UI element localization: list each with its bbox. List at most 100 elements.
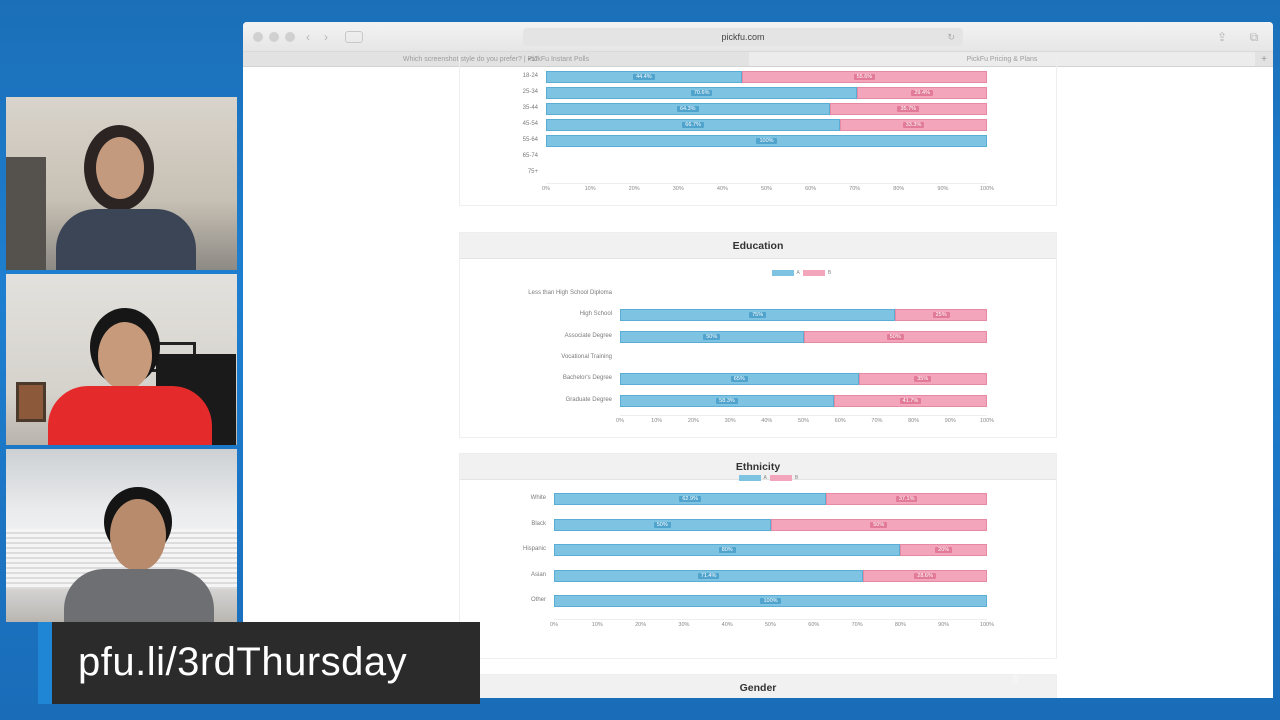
age-bar-a-value: 100%	[756, 138, 777, 144]
ethnicity-bar-a: 62.9%	[554, 493, 827, 505]
age-row-label: <17	[527, 57, 538, 63]
education-bar-b: 35%	[858, 373, 987, 386]
age-tick-label: 30%	[672, 186, 684, 192]
legend-swatch-b	[802, 270, 825, 276]
education-row-label: High School	[579, 311, 612, 318]
education-tick-label: 70%	[871, 418, 883, 424]
shirt	[56, 209, 196, 270]
participant-video-2	[6, 274, 237, 445]
back-icon[interactable]: ‹	[306, 30, 310, 44]
ethnicity-tick-label: 20%	[635, 622, 647, 628]
education-bar-b-value: 41.7%	[899, 397, 922, 404]
ethnicity-tick-label: 70%	[851, 622, 863, 628]
education-bar-a: 58.3%	[620, 394, 834, 407]
tab-instant-polls[interactable]: Which screenshot style do you prefer? | …	[402, 56, 590, 63]
ethnicity-row-label: Black	[531, 520, 546, 527]
education-row-label: Associate Degree	[564, 332, 612, 339]
age-tick-label: 80%	[893, 186, 905, 192]
bookshelf	[6, 157, 46, 270]
age-tick-label: 90%	[937, 186, 949, 192]
ethnicity-bar-b: 20%	[900, 544, 987, 556]
age-bar-a-value: 66.7%	[682, 122, 704, 128]
ethnicity-tick-label: 40%	[721, 622, 733, 628]
legend-swatch-a	[738, 475, 761, 481]
age-tick-label: 0%	[542, 186, 550, 192]
age-bar-b: 33.3%	[840, 119, 987, 131]
page-content: <17 18-24 44.4% 55.6% 25-34 70.6% 29.4% 35-44 64…	[243, 56, 1273, 698]
ethnicity-bar-a-value: 62.9%	[679, 496, 701, 502]
age-row-label: 55-64	[522, 137, 538, 143]
participant-video-3	[6, 449, 237, 622]
education-bar-a: 65%	[620, 373, 859, 386]
ethnicity-tick-label: 10%	[591, 622, 603, 628]
age-tick-label: 40%	[716, 186, 728, 192]
address-bar[interactable]: pickfu.com ↻	[523, 28, 963, 46]
age-bar-a: 66.7%	[546, 119, 841, 131]
age-bar-a-value: 64.3%	[676, 106, 699, 112]
minimize-window-button[interactable]	[269, 32, 279, 42]
age-bar-a: 100%	[546, 135, 987, 147]
browser-window: ‹ › pickfu.com ↻ ⇪ ⧉ Which screenshot st…	[243, 22, 1273, 698]
ethnicity-bar-b: 37.1%	[826, 493, 987, 505]
ethnicity-tick-label: 0%	[550, 622, 558, 628]
education-bar-b: 50%	[803, 330, 987, 343]
education-bar-b-value: 50%	[886, 333, 904, 340]
zoom-window-button[interactable]	[285, 32, 295, 42]
age-bar-a-value: 44.4%	[633, 74, 655, 80]
education-bar-a-value: 65%	[730, 376, 748, 383]
age-bar-b: 29.4%	[857, 87, 987, 99]
legend-swatch-a	[771, 270, 794, 276]
watermark: pickfu	[1010, 640, 1128, 684]
ethnicity-row-label: Hispanic	[522, 546, 546, 552]
age-bar-b-value: 33.3%	[902, 122, 925, 128]
ethnicity-bar-a-value: 80%	[718, 547, 736, 553]
share-icon[interactable]: ⇪	[1216, 30, 1228, 44]
education-bar-b: 41.7%	[833, 394, 987, 407]
age-tick-label: 20%	[628, 186, 640, 192]
education-tick-label: 100%	[979, 418, 995, 424]
ethnicity-bar-a: 71.4%	[554, 569, 864, 582]
age-bar-a: 44.4%	[546, 71, 742, 83]
education-tick-label: 50%	[797, 418, 810, 424]
age-bar-b: 55.6%	[741, 71, 987, 83]
tabs-overview-icon[interactable]: ⧉	[1249, 30, 1259, 44]
age-axis-line	[546, 183, 987, 184]
age-row-label: 18-24	[522, 73, 538, 79]
legend-label-b: B	[794, 475, 799, 481]
ethnicity-tick-label: 50%	[764, 622, 777, 628]
ethnicity-bar-b: 28.6%	[863, 569, 987, 582]
age-bar-a: 64.3%	[546, 103, 830, 115]
ethnicity-bar-b-value: 50%	[870, 521, 888, 528]
age-tick-label: 50%	[760, 186, 773, 192]
age-bar-a-value: 70.6%	[690, 90, 713, 96]
gender-chart-panel: Gender	[459, 674, 1057, 698]
age-bar-b-value: 55.6%	[853, 74, 876, 80]
shirt	[48, 386, 212, 445]
ethnicity-row-label: White	[530, 495, 546, 501]
participant-video-1	[6, 97, 237, 270]
reload-icon[interactable]: ↻	[947, 32, 955, 42]
education-axis-line	[620, 415, 987, 416]
ethnicity-bar-b-value: 37.1%	[895, 496, 918, 502]
sidebar-icon[interactable]	[345, 31, 363, 43]
tab-pricing[interactable]: PickFu Pricing & Plans	[749, 52, 1255, 66]
new-tab-button[interactable]: +	[1261, 54, 1267, 65]
age-row-label: 25-34	[522, 89, 538, 95]
education-bar-b-value: 35%	[914, 376, 932, 383]
education-bar-b: 25%	[895, 309, 987, 322]
age-row-label: 75+	[527, 169, 538, 175]
ethnicity-bar-a-value: 50%	[653, 521, 671, 528]
ethnicity-bar-b: 50%	[770, 518, 987, 531]
banner-text: pfu.li/3rdThursday	[78, 640, 408, 684]
legend-label-b: B	[827, 270, 832, 276]
close-window-button[interactable]	[253, 32, 263, 42]
face	[96, 137, 144, 199]
banner-accent	[38, 622, 52, 704]
age-bar-b-value: 29.4%	[911, 90, 933, 96]
age-bar-a: 70.6%	[546, 87, 858, 99]
education-bar-a: 75%	[620, 309, 896, 322]
forward-icon[interactable]: ›	[324, 30, 328, 44]
ethnicity-tick-label: 90%	[938, 622, 950, 628]
education-bar-a-value: 50%	[703, 333, 721, 340]
